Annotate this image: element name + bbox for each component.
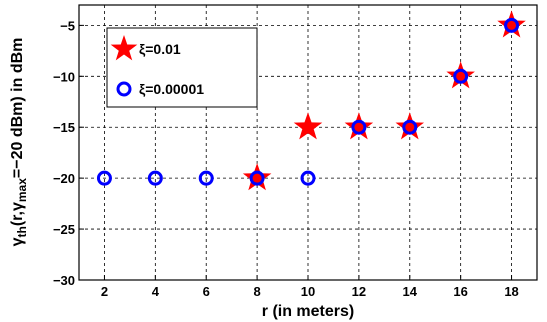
y-tick-label: −30: [53, 273, 75, 288]
y-tick-label: −25: [53, 222, 75, 237]
circle-point: [249, 170, 265, 186]
y-axis-ticks: −30 −25 −20 −15 −10 −5: [53, 18, 84, 288]
y-tick-label: −5: [60, 18, 75, 33]
circle-point: [198, 170, 214, 186]
legend-label: ξ=0.01: [139, 41, 181, 57]
x-tick-label: 12: [352, 284, 366, 299]
circle-point: [504, 17, 520, 33]
x-tick-label: 16: [453, 284, 467, 299]
circle-point: [96, 170, 112, 186]
y-label-base: γ: [9, 237, 26, 246]
star-point: [497, 10, 526, 38]
legend-box: [106, 27, 258, 108]
y-label-base-sub: th: [15, 226, 29, 237]
legend-circle-marker: [116, 81, 132, 97]
legend-items: ξ=0.01 ξ=0.00001: [110, 35, 204, 97]
circle-point: [147, 170, 163, 186]
circle-point: [300, 170, 316, 186]
star-point: [344, 112, 374, 140]
legend-label: ξ=0.00001: [139, 81, 204, 97]
y-tick-label: −10: [53, 69, 75, 84]
star-point: [242, 163, 272, 191]
circle-point: [453, 68, 469, 84]
x-tick-label: 10: [301, 284, 315, 299]
x-tick-label: 2: [101, 284, 108, 299]
y-label-mid: (r,γ: [9, 202, 26, 226]
y-tick-label: −20: [53, 171, 75, 186]
circle-point: [351, 119, 367, 135]
x-tick-label: 18: [504, 284, 518, 299]
x-tick-label: 14: [403, 284, 418, 299]
y-label-tail: =−20 dBm) in dBm: [9, 38, 26, 178]
x-tick-label: 6: [203, 284, 210, 299]
x-axis-ticks: 2 4 6 8 10 12 14 16 18: [101, 275, 519, 299]
legend: ξ=0.01 ξ=0.00001: [106, 27, 258, 108]
legend-star-marker: [110, 35, 138, 61]
y-label-mid-sub: max: [15, 178, 29, 202]
x-tick-label: 8: [253, 284, 260, 299]
data-points: [96, 10, 526, 191]
circle-point: [402, 119, 418, 135]
star-point: [395, 112, 425, 140]
x-tick-label: 4: [152, 284, 160, 299]
star-point: [446, 61, 475, 89]
star-point: [293, 112, 323, 140]
y-tick-label: −15: [53, 120, 75, 135]
y-axis-label: γth(r,γmax=−20 dBm) in dBm: [9, 38, 29, 247]
x-axis-label: r (in meters): [262, 303, 354, 320]
